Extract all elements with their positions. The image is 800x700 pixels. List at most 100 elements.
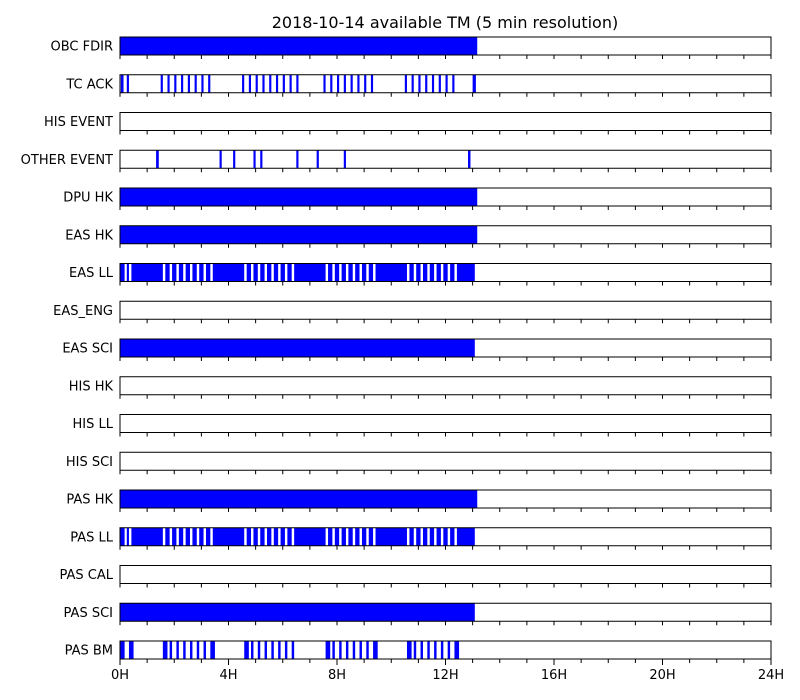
availability-bar: [420, 641, 423, 659]
availability-bar: [348, 263, 353, 282]
timeline-row: PAS CAL: [60, 565, 772, 588]
availability-bar: [169, 641, 173, 659]
row-label: DPU HK: [63, 191, 113, 206]
availability-bar: [156, 150, 159, 169]
availability-bar: [355, 263, 360, 282]
availability-bar: [330, 74, 333, 93]
availability-bar: [185, 527, 190, 546]
availability-bar: [120, 339, 475, 357]
timeline-row: EAS SCI: [62, 338, 772, 361]
availability-bar: [280, 263, 285, 282]
availability-bar: [267, 527, 272, 546]
availability-bar: [296, 74, 299, 93]
availability-bar: [120, 225, 478, 244]
availability-bar: [345, 641, 349, 659]
timeline-row: TC ACK: [65, 74, 772, 97]
availability-bar: [443, 263, 448, 282]
availability-bar: [199, 527, 204, 546]
availability-bar: [438, 74, 441, 93]
timeline-row: PAS LL: [70, 527, 772, 550]
availability-bar: [246, 527, 252, 546]
row-label: OTHER EVENT: [21, 153, 113, 168]
availability-bar: [253, 263, 258, 282]
availability-bar: [162, 641, 168, 659]
availability-bar: [447, 641, 451, 659]
availability-bar: [472, 74, 476, 93]
availability-bar: [348, 527, 353, 546]
availability-bar: [233, 150, 236, 169]
availability-bar: [406, 641, 412, 659]
availability-bar: [456, 263, 475, 282]
availability-bar: [273, 527, 279, 546]
availability-bar: [440, 641, 444, 659]
timeline-row: OTHER EVENT: [21, 149, 772, 173]
availability-bar: [120, 263, 125, 282]
availability-bar: [269, 74, 272, 93]
availability-bar: [120, 188, 478, 206]
availability-bar: [260, 527, 265, 546]
availability-bar: [194, 74, 197, 93]
availability-bar: [361, 527, 367, 546]
row-frame: [119, 414, 772, 433]
availability-bar: [291, 641, 295, 659]
availability-bar: [203, 641, 206, 659]
availability-bar: [316, 150, 319, 169]
row-frame: [119, 300, 772, 320]
availability-bar: [287, 527, 292, 546]
availability-bar: [126, 74, 129, 93]
availability-bar: [192, 263, 197, 282]
row-label: HIS EVENT: [44, 115, 113, 130]
availability-bar: [422, 527, 428, 546]
availability-bar: [120, 527, 125, 546]
availability-bar: [181, 74, 184, 93]
timeline-row: HIS LL: [73, 414, 772, 437]
availability-bar: [260, 263, 265, 282]
availability-bar: [456, 527, 475, 546]
availability-bar: [343, 74, 346, 93]
availability-bar: [264, 641, 268, 659]
availability-bar: [189, 641, 193, 659]
availability-bar: [284, 641, 288, 659]
row-label: PAS HK: [66, 493, 113, 508]
availability-bar: [244, 641, 249, 659]
availability-bar: [183, 641, 186, 659]
availability-bar: [165, 263, 170, 282]
availability-bar: [253, 527, 258, 546]
timeline-rows: OBC FDIR TC ACK HIS EVENT OTHER EVENT DPU HK…: [21, 36, 772, 663]
row-label: EAS HK: [65, 228, 113, 243]
availability-bar: [452, 74, 455, 93]
x-tick-label: 4H: [219, 668, 237, 683]
availability-bar: [178, 527, 184, 546]
x-tick-label: 20H: [649, 668, 675, 683]
timeline-row: PAS HK: [66, 489, 772, 512]
availability-bar: [174, 74, 177, 93]
x-tick-label: 16H: [541, 668, 567, 683]
availability-bar: [178, 263, 184, 282]
availability-bar: [280, 527, 285, 546]
availability-bar: [251, 641, 254, 659]
availability-bar: [422, 263, 428, 282]
availability-bar: [355, 527, 360, 546]
availability-bar: [429, 527, 435, 546]
availability-bar: [404, 74, 407, 93]
timeline-row: OBC FDIR: [51, 36, 772, 59]
row-label: OBC FDIR: [51, 40, 114, 55]
row-frame: [119, 149, 772, 169]
availability-bar: [366, 641, 369, 659]
availability-bar: [120, 490, 478, 508]
availability-bar: [416, 527, 421, 546]
availability-bar: [368, 263, 374, 282]
availability-bar: [176, 641, 179, 659]
availability-bar: [271, 641, 274, 659]
availability-bar: [454, 641, 460, 659]
timeline-row: HIS SCI: [66, 451, 772, 475]
availability-bar: [370, 74, 374, 93]
timeline-row: EAS LL: [69, 263, 772, 286]
availability-bar: [357, 74, 360, 93]
row-label: EAS SCI: [62, 342, 113, 357]
row-label: EAS_ENG: [53, 304, 113, 319]
availability-bar: [296, 150, 299, 169]
row-label: EAS LL: [69, 266, 114, 281]
row-label: PAS LL: [70, 530, 114, 545]
row-label: PAS BM: [65, 644, 113, 659]
